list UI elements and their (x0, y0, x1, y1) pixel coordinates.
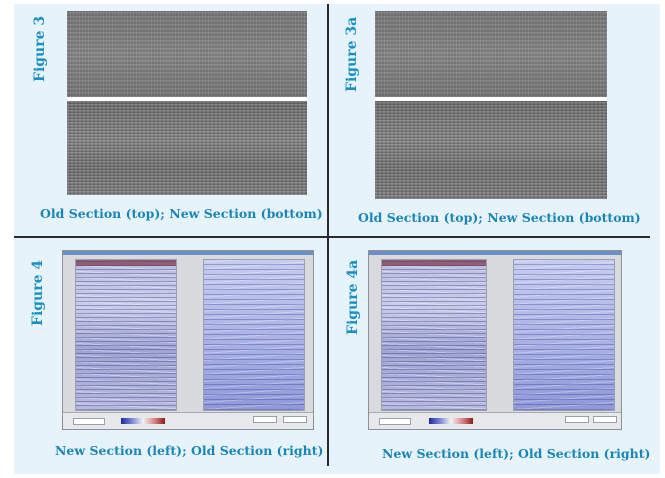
figure-3a-separator (375, 97, 607, 101)
figure-4-caption: New Section (left); Old Section (right) (55, 443, 324, 458)
figure-4a-status-field (593, 416, 617, 423)
figure-4-colorscale (121, 418, 165, 424)
figure-4-status-field (283, 416, 307, 423)
figure-3a-old-section (375, 11, 607, 97)
figure-4a-screenshot (368, 250, 622, 430)
figure-4-status-field (73, 418, 105, 425)
figure-4-old-section (203, 259, 305, 411)
figure-4-statusbar (63, 412, 313, 429)
figure-4-status-field (253, 416, 277, 423)
figure-4a-statusbar (369, 412, 621, 429)
figure-3-separator (67, 97, 307, 101)
figure-4-window-titlebar (63, 251, 313, 255)
figure-3-new-section (67, 101, 307, 195)
figure-4a-status-field (379, 418, 411, 425)
figure-4a-status-field (565, 416, 589, 423)
figure-3a-new-section (375, 101, 607, 199)
figure-4a-old-section (513, 259, 615, 411)
figure-4-label: Figure 4 (30, 259, 46, 326)
figure-4a-window-titlebar (369, 251, 621, 255)
figure-4a-colorscale (429, 418, 473, 424)
vertical-divider (327, 4, 329, 466)
figure-4a-caption: New Section (left); Old Section (right) (382, 446, 651, 461)
figure-4-new-section (75, 259, 177, 411)
figure-4-new-section-topband (76, 260, 176, 266)
figure-4a-new-section (381, 259, 487, 411)
horizontal-divider (14, 236, 650, 238)
figure-4a-new-section-topband (382, 260, 486, 266)
figure-3-old-section (67, 11, 307, 97)
figure-3-caption: Old Section (top); New Section (bottom) (40, 206, 323, 221)
figure-4-screenshot (62, 250, 314, 430)
figure-3a-caption: Old Section (top); New Section (bottom) (358, 210, 641, 225)
figure-3a-label: Figure 3a (344, 16, 360, 92)
figure-4a-label: Figure 4a (345, 259, 361, 335)
figure-3-label: Figure 3 (32, 15, 48, 82)
